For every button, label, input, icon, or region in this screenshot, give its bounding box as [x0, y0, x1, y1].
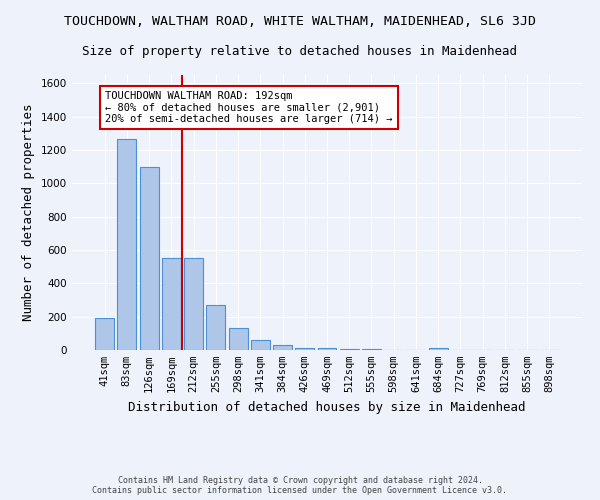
Bar — [340, 349, 359, 350]
Bar — [295, 348, 314, 350]
X-axis label: Distribution of detached houses by size in Maidenhead: Distribution of detached houses by size … — [128, 400, 526, 413]
Y-axis label: Number of detached properties: Number of detached properties — [22, 104, 35, 322]
Bar — [251, 340, 270, 350]
Bar — [206, 305, 225, 350]
Text: Size of property relative to detached houses in Maidenhead: Size of property relative to detached ho… — [83, 45, 517, 58]
Bar — [162, 258, 181, 350]
Bar — [140, 166, 158, 350]
Bar — [362, 349, 381, 350]
Bar — [118, 139, 136, 350]
Bar — [95, 318, 114, 350]
Bar — [229, 328, 248, 350]
Bar — [273, 345, 292, 350]
Bar — [317, 348, 337, 350]
Text: Contains HM Land Registry data © Crown copyright and database right 2024.
Contai: Contains HM Land Registry data © Crown c… — [92, 476, 508, 495]
Bar — [184, 258, 203, 350]
Text: TOUCHDOWN, WALTHAM ROAD, WHITE WALTHAM, MAIDENHEAD, SL6 3JD: TOUCHDOWN, WALTHAM ROAD, WHITE WALTHAM, … — [64, 15, 536, 28]
Text: TOUCHDOWN WALTHAM ROAD: 192sqm
← 80% of detached houses are smaller (2,901)
20% : TOUCHDOWN WALTHAM ROAD: 192sqm ← 80% of … — [105, 91, 392, 124]
Bar — [429, 348, 448, 350]
